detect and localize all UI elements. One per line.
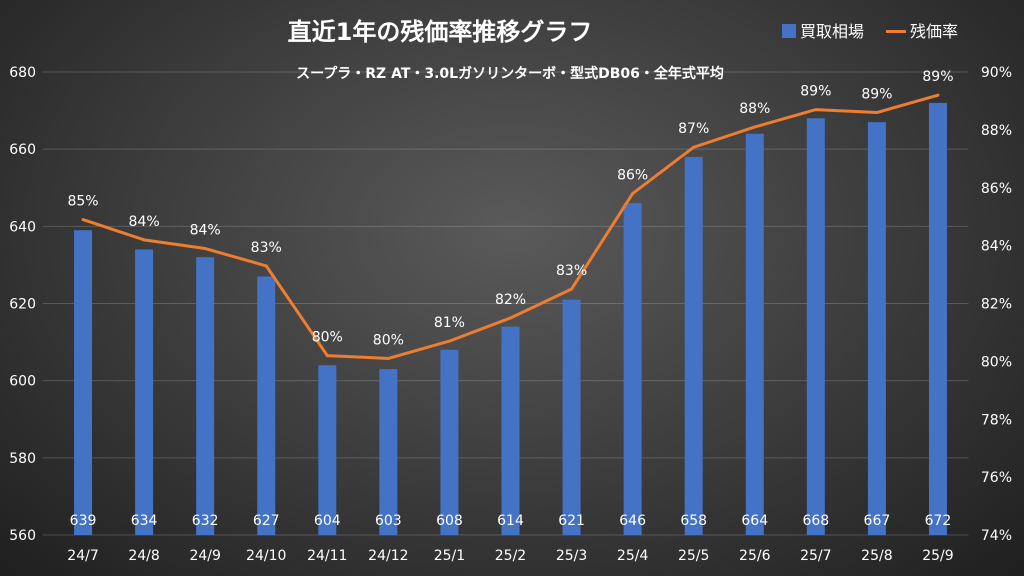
rate-point — [447, 339, 451, 343]
y-tick-label: 620 — [9, 297, 36, 313]
bar — [562, 299, 581, 535]
rate-value-label: 89% — [922, 69, 953, 85]
rate-value-label: 86% — [617, 168, 648, 184]
rate-value-label: 82% — [495, 292, 526, 308]
bar-value-label: 639 — [70, 513, 97, 529]
bar — [867, 122, 886, 536]
rate-value-label: 87% — [678, 121, 709, 137]
rate-point — [81, 218, 85, 222]
y2-tick-label: 80% — [981, 354, 1012, 370]
bar-value-label: 672 — [925, 513, 952, 529]
rate-value-label: 81% — [434, 315, 465, 331]
x-tick-label: 25/3 — [556, 548, 587, 564]
rate-point — [509, 316, 512, 320]
y-tick-label: 660 — [9, 142, 36, 158]
x-tick-label: 25/1 — [434, 548, 465, 564]
chart-subtitle: スープラ・RZ AT・3.0Lガソリンターボ・型式DB06・全年式平均 — [296, 65, 724, 82]
bar — [318, 365, 337, 535]
bar — [623, 203, 642, 535]
x-tick-label: 25/5 — [678, 548, 709, 564]
bar — [806, 118, 825, 536]
rate-value-label: 80% — [373, 332, 404, 348]
x-tick-label: 24/7 — [67, 548, 98, 564]
rate-point — [875, 111, 879, 115]
legend-label-bar: 買取相場 — [800, 22, 864, 41]
rate-point — [203, 247, 207, 251]
rate-value-label: 84% — [190, 223, 221, 239]
bar-value-label: 658 — [680, 513, 707, 529]
bar-value-label: 608 — [436, 513, 463, 529]
bar-value-label: 664 — [741, 513, 768, 529]
legend: 買取相場 残価率 — [782, 22, 958, 41]
rate-value-label: 83% — [556, 263, 587, 279]
rate-value-label: 89% — [861, 87, 892, 103]
y2-tick-label: 90% — [981, 65, 1012, 81]
y-tick-label: 680 — [9, 65, 36, 81]
chart-title: 直近1年の残価率推移グラフ — [288, 18, 593, 46]
x-tick-label: 24/11 — [307, 548, 347, 564]
rate-value-label: 84% — [129, 214, 160, 230]
rate-point — [386, 356, 390, 360]
legend-swatch-line — [886, 30, 906, 33]
rate-point — [692, 145, 696, 149]
bar-value-label: 646 — [619, 513, 646, 529]
bar — [379, 369, 398, 535]
x-tick-label: 24/10 — [246, 548, 286, 564]
y2-tick-label: 86% — [981, 181, 1012, 197]
y2-tick-label: 76% — [981, 470, 1012, 486]
y2-tick-label: 84% — [981, 239, 1012, 255]
y2-tick-label: 78% — [981, 412, 1012, 428]
bar — [928, 102, 947, 535]
rate-point — [264, 264, 268, 268]
rate-value-label: 89% — [800, 84, 831, 100]
rate-point — [753, 125, 757, 129]
y2-tick-label: 88% — [981, 123, 1012, 139]
bar — [257, 276, 276, 535]
x-tick-label: 25/9 — [922, 548, 953, 564]
bar — [135, 249, 154, 535]
rate-value-label: 88% — [739, 101, 770, 117]
bar — [74, 230, 93, 536]
bar-value-label: 604 — [314, 513, 341, 529]
x-tick-label: 25/2 — [495, 548, 526, 564]
x-tick-label: 24/12 — [368, 548, 408, 564]
y2-tick-label: 74% — [981, 528, 1012, 544]
bar — [440, 349, 459, 535]
legend-label-line: 残価率 — [910, 22, 958, 41]
y-tick-label: 640 — [9, 219, 36, 235]
rate-point — [142, 238, 146, 242]
bar-value-label: 603 — [375, 513, 402, 529]
y-tick-label: 600 — [9, 374, 36, 390]
rate-value-label: 80% — [312, 330, 343, 346]
y-tick-label: 560 — [9, 528, 36, 544]
bar — [501, 326, 520, 535]
rate-value-label: 83% — [251, 240, 282, 256]
x-tick-label: 25/4 — [617, 548, 649, 564]
y2-tick-label: 82% — [981, 297, 1012, 313]
bar-value-label: 634 — [131, 513, 158, 529]
rate-value-label: 85% — [67, 194, 98, 210]
legend-swatch-bar — [782, 24, 796, 38]
bar-value-label: 621 — [558, 513, 585, 529]
bar-value-label: 667 — [864, 513, 891, 529]
rate-point — [936, 93, 940, 97]
y-tick-label: 580 — [9, 451, 36, 467]
rate-point — [570, 287, 574, 291]
x-tick-label: 25/8 — [861, 548, 892, 564]
rate-point — [325, 354, 329, 358]
bar-value-label: 632 — [192, 513, 219, 529]
bar — [745, 133, 764, 535]
rate-point — [814, 108, 818, 112]
x-tick-label: 25/6 — [739, 548, 771, 564]
x-tick-label: 24/8 — [128, 548, 159, 564]
bar-value-label: 668 — [802, 513, 829, 529]
x-tick-label: 25/7 — [800, 548, 831, 564]
bar-value-label: 614 — [497, 513, 524, 529]
bar — [196, 257, 215, 535]
bar — [684, 156, 703, 535]
bar-value-label: 627 — [253, 513, 280, 529]
x-tick-label: 24/9 — [189, 548, 220, 564]
rate-point — [631, 192, 635, 196]
